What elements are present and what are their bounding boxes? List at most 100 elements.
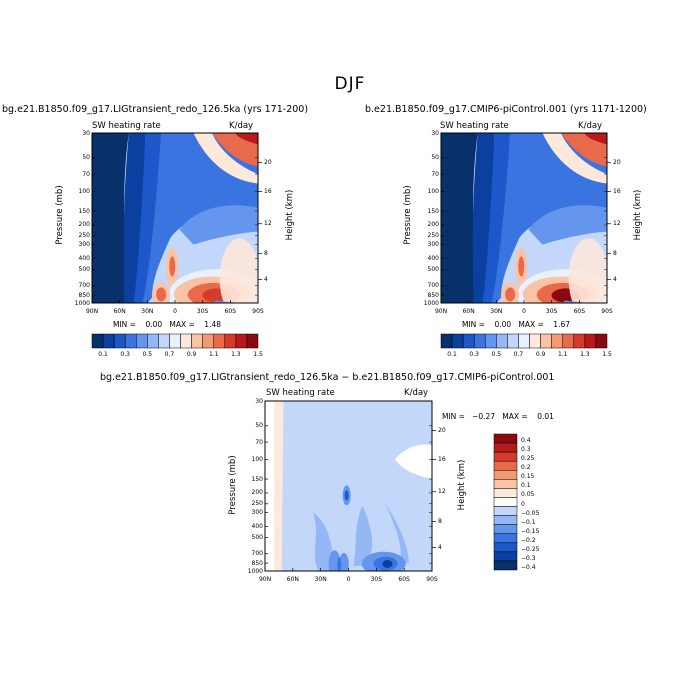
contour-region (505, 287, 516, 302)
y-tick-label: 400 (251, 523, 263, 531)
y-tick-label: 50 (82, 154, 90, 162)
colorbar1-swatch (213, 333, 226, 349)
x-tick-label: 60N (462, 307, 475, 315)
y-tick-label: 70 (255, 438, 263, 446)
y-tick-label: 150 (251, 475, 263, 483)
colorbar3-swatch (493, 460, 518, 471)
colorbar2-swatch (485, 333, 497, 349)
contour-region (274, 401, 284, 571)
colorbar3-label: 0.05 (521, 491, 535, 499)
colorbar2-swatch (440, 333, 453, 349)
colorbar3-swatch (493, 451, 518, 462)
contour-region (92, 133, 129, 303)
x-tick-label: 30S (370, 575, 383, 583)
contour-region (211, 133, 258, 167)
colorbar2-label: 0.5 (491, 350, 502, 358)
colorbar1-label: 0.5 (142, 350, 153, 358)
colorbar3-swatch (493, 533, 518, 544)
x-tick-label: 30N (490, 307, 503, 315)
contour-region (542, 133, 607, 184)
colorbar3-label: 0.25 (521, 455, 535, 463)
y-tick-label: 400 (78, 255, 90, 263)
panel1-right-label: K/day (229, 121, 254, 131)
y-tick-label: 70 (82, 170, 90, 178)
contour-region (518, 256, 525, 277)
y-tick-label: 300 (78, 241, 90, 249)
contour-region (394, 444, 432, 480)
contour-region (441, 133, 478, 303)
y2-tick-label: 16 (613, 187, 621, 195)
contour-region (142, 133, 258, 303)
contour-region (193, 133, 258, 184)
contour-region (265, 401, 277, 571)
colorbar3-label: 0.15 (521, 473, 535, 481)
contour-region (179, 205, 258, 245)
contour-region (338, 552, 349, 571)
contour-region (344, 490, 349, 501)
colorbar2-swatch (562, 333, 575, 349)
colorbar1-swatch (191, 333, 203, 349)
y-tick-label: 30 (431, 129, 439, 137)
p2-field (441, 133, 607, 303)
panel1-left-label: SW heating rate (92, 121, 161, 131)
colorbar3-label: −0.25 (521, 545, 540, 553)
y2-tick-label: 20 (613, 158, 621, 166)
y-tick-label: 100 (251, 455, 263, 463)
colorbar1-swatch (91, 333, 104, 349)
colorbar2-label: 0.1 (447, 350, 457, 358)
y-tick-label: 1000 (423, 299, 439, 307)
y-tick-label: 30 (255, 397, 263, 405)
contour-region (169, 256, 176, 277)
colorbar3-swatch (493, 497, 518, 507)
colorbar3-swatch (493, 524, 518, 534)
y-tick-label: 100 (427, 187, 439, 195)
contour-region (528, 205, 607, 245)
p1-field (92, 133, 258, 303)
colorbar1-swatch (235, 333, 248, 349)
panel1-stats: MIN = 0.00 MAX = 1.48 (113, 320, 221, 329)
x-tick-label: 60S (398, 575, 410, 583)
colorbar2-swatch (529, 333, 541, 349)
y-tick-label: 30 (82, 129, 90, 137)
x-tick-label: 90N (85, 307, 99, 315)
y2-tick-label: 8 (438, 517, 442, 525)
colorbar2-label: 1.1 (557, 350, 568, 358)
y-tick-label: 500 (427, 265, 439, 273)
colorbar3-label: −0.4 (521, 563, 536, 571)
colorbar1-label: 1.3 (231, 350, 241, 358)
colorbar1-swatch (224, 333, 237, 349)
y2-tick-label: 12 (438, 488, 446, 496)
y-tick-label: 200 (251, 489, 263, 497)
contour-region (133, 133, 162, 303)
colorbar1-swatch (102, 333, 115, 349)
colorbar2-swatch (473, 333, 486, 349)
contour-region (219, 238, 258, 303)
y-tick-label: 1000 (74, 299, 90, 307)
colorbar3-swatch (493, 560, 518, 571)
x-tick-label: 90N (258, 575, 272, 583)
y2-tick-label: 16 (264, 187, 272, 195)
y2-tick-label: 4 (613, 275, 617, 283)
contour-region (337, 557, 342, 571)
colorbar2-swatch (518, 333, 530, 349)
contour-region (560, 300, 594, 303)
colorbar3-swatch (493, 470, 518, 480)
y-tick-label: 150 (427, 207, 439, 215)
y2-tick-label: 8 (264, 249, 268, 257)
y-tick-label: 70 (431, 170, 439, 178)
colorbar3-label: −0.15 (521, 527, 540, 535)
colorbar3-swatch (493, 442, 518, 453)
colorbar3-label: −0.1 (521, 518, 536, 526)
colorbar3-label: 0 (521, 500, 525, 508)
panel2-right-label: K/day (578, 121, 603, 131)
colorbar2-swatch (595, 333, 608, 349)
y2-tick-label: 4 (438, 543, 442, 551)
x-tick-label: 60S (573, 307, 586, 315)
colorbar1-swatch (180, 333, 192, 349)
y-tick-label: 150 (78, 207, 90, 215)
colorbar3-swatch (493, 479, 518, 489)
contour-region (385, 503, 409, 564)
panel1-run-title: bg.e21.B1850.f09_g17.LIGtransient_redo_1… (2, 104, 309, 115)
figure-title: DJF (334, 74, 366, 94)
contour-region (583, 133, 607, 145)
